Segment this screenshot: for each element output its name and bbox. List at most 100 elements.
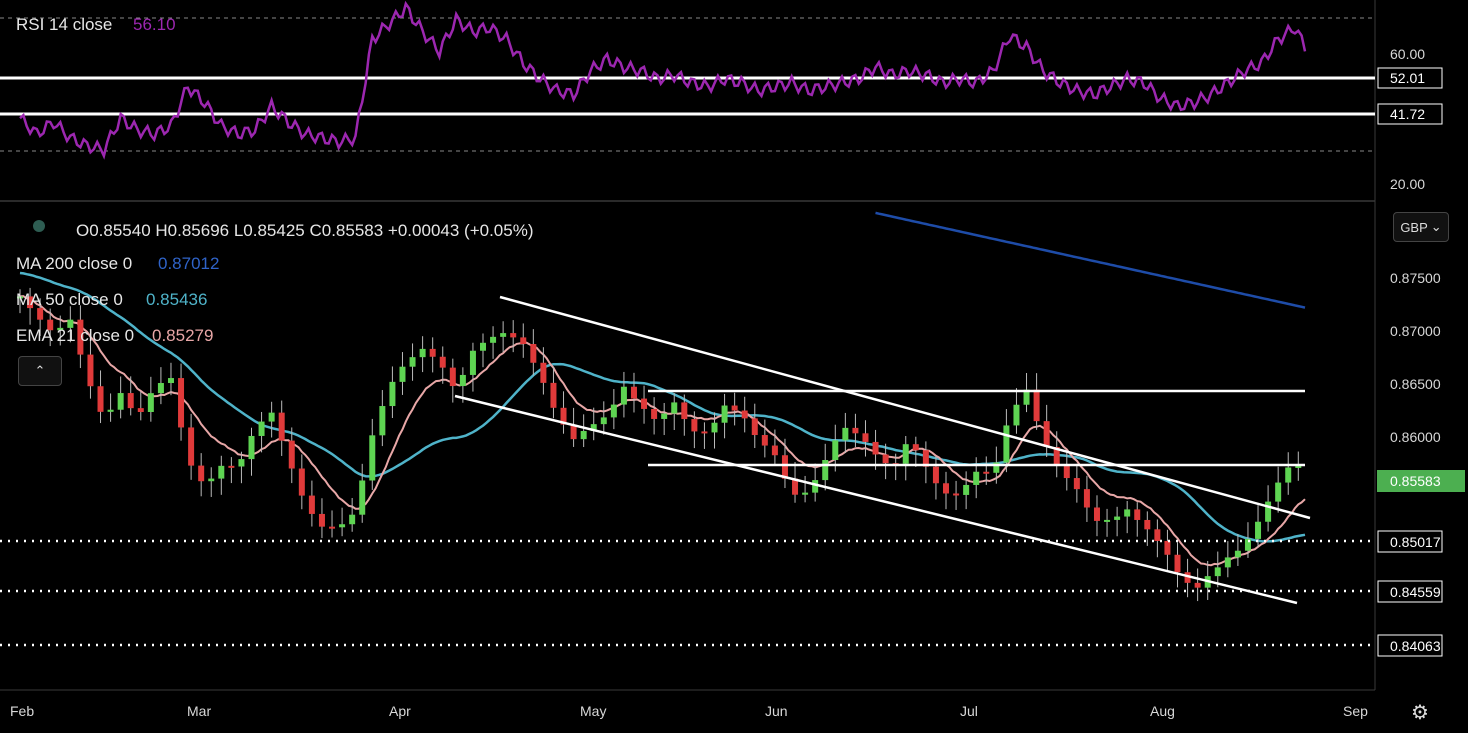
candle-body[interactable] (27, 296, 34, 309)
candle-body[interactable] (1275, 482, 1282, 502)
candle-body[interactable] (77, 319, 84, 355)
candle-body[interactable] (943, 483, 950, 494)
candle-body[interactable] (369, 435, 376, 481)
candle-body[interactable] (751, 418, 758, 436)
candle-body[interactable] (1224, 557, 1231, 568)
candle-body[interactable] (208, 478, 215, 482)
candle-body[interactable] (137, 408, 144, 412)
candle-body[interactable] (178, 378, 185, 428)
candle-body[interactable] (570, 424, 577, 440)
candle-body[interactable] (308, 495, 315, 514)
candle-body[interactable] (218, 465, 225, 479)
candle-body[interactable] (781, 455, 788, 479)
candle-body[interactable] (409, 357, 416, 367)
candle-body[interactable] (288, 440, 295, 469)
collapse-legend-button[interactable]: ⌃ (18, 356, 62, 386)
candle-body[interactable] (439, 356, 446, 368)
candle-body[interactable] (1174, 554, 1181, 573)
candle-body[interactable] (1053, 446, 1060, 467)
candle-body[interactable] (228, 465, 235, 468)
candle-body[interactable] (37, 308, 44, 320)
candle-body[interactable] (1255, 521, 1262, 539)
candle-body[interactable] (701, 431, 708, 434)
candle-body[interactable] (993, 462, 1000, 473)
candle-body[interactable] (258, 421, 265, 436)
candle-body[interactable] (359, 480, 366, 515)
candle-body[interactable] (550, 382, 557, 408)
candle-body[interactable] (87, 354, 94, 387)
candle-body[interactable] (449, 367, 456, 387)
candle-body[interactable] (1013, 404, 1020, 426)
candle-body[interactable] (188, 427, 195, 466)
candle-body[interactable] (832, 440, 839, 461)
candle-body[interactable] (1214, 567, 1221, 577)
candle-body[interactable] (238, 459, 245, 467)
candle-body[interactable] (268, 412, 275, 422)
candle-body[interactable] (459, 374, 466, 387)
candle-body[interactable] (792, 478, 799, 495)
candle-body[interactable] (1154, 529, 1161, 541)
candle-body[interactable] (711, 422, 718, 433)
candle-body[interactable] (389, 381, 396, 407)
candle-body[interactable] (641, 398, 648, 409)
candle-body[interactable] (1114, 516, 1121, 520)
candle-body[interactable] (278, 412, 285, 441)
candle-body[interactable] (47, 319, 54, 331)
candle-body[interactable] (1295, 465, 1302, 468)
candle-body[interactable] (721, 405, 728, 423)
candle-body[interactable] (1194, 582, 1201, 588)
candle-body[interactable] (761, 435, 768, 446)
candle-body[interactable] (1033, 389, 1040, 422)
candle-body[interactable] (872, 441, 879, 455)
candlesticks[interactable] (17, 287, 1302, 602)
candle-body[interactable] (802, 492, 809, 495)
candle-body[interactable] (1023, 389, 1030, 405)
candle-body[interactable] (651, 408, 658, 419)
candle-body[interactable] (500, 333, 507, 337)
candle-body[interactable] (198, 465, 205, 482)
candle-body[interactable] (339, 524, 346, 528)
candle-body[interactable] (862, 433, 869, 442)
channel-lower-line[interactable] (454, 394, 1298, 605)
candle-body[interactable] (590, 424, 597, 432)
candle-body[interactable] (1234, 550, 1241, 558)
candle-body[interactable] (983, 471, 990, 474)
candle-body[interactable] (1144, 519, 1151, 530)
channel-upper-line[interactable] (499, 295, 1311, 520)
candle-body[interactable] (97, 386, 104, 412)
candle-body[interactable] (560, 407, 567, 425)
candle-body[interactable] (1184, 572, 1191, 583)
candle-body[interactable] (953, 493, 960, 496)
candle-body[interactable] (1134, 509, 1141, 520)
candle-body[interactable] (349, 514, 356, 525)
candle-body[interactable] (1265, 501, 1272, 522)
candle-body[interactable] (691, 419, 698, 432)
candle-body[interactable] (882, 454, 889, 464)
candle-body[interactable] (580, 431, 587, 440)
candle-body[interactable] (399, 366, 406, 382)
candle-body[interactable] (1164, 540, 1171, 555)
candle-body[interactable] (510, 333, 517, 338)
settings-gear-button[interactable]: ⚙ (1405, 698, 1435, 726)
candle-body[interactable] (248, 435, 255, 460)
candle-body[interactable] (852, 427, 859, 434)
candle-body[interactable] (298, 468, 305, 496)
candle-body[interactable] (1043, 421, 1050, 447)
candle-body[interactable] (600, 417, 607, 425)
currency-selector[interactable]: GBP ⌄ (1393, 212, 1449, 242)
candle-body[interactable] (932, 466, 939, 484)
candle-body[interactable] (812, 480, 819, 493)
candle-body[interactable] (117, 393, 124, 410)
candle-body[interactable] (1244, 538, 1251, 551)
candle-body[interactable] (167, 378, 174, 384)
candle-body[interactable] (610, 404, 617, 418)
candle-body[interactable] (661, 413, 668, 419)
candle-body[interactable] (329, 526, 336, 529)
candle-body[interactable] (771, 445, 778, 456)
candle-body[interactable] (671, 402, 678, 414)
candle-body[interactable] (419, 348, 426, 358)
candle-body[interactable] (157, 383, 164, 394)
candle-body[interactable] (1073, 478, 1080, 490)
candle-body[interactable] (57, 327, 64, 331)
